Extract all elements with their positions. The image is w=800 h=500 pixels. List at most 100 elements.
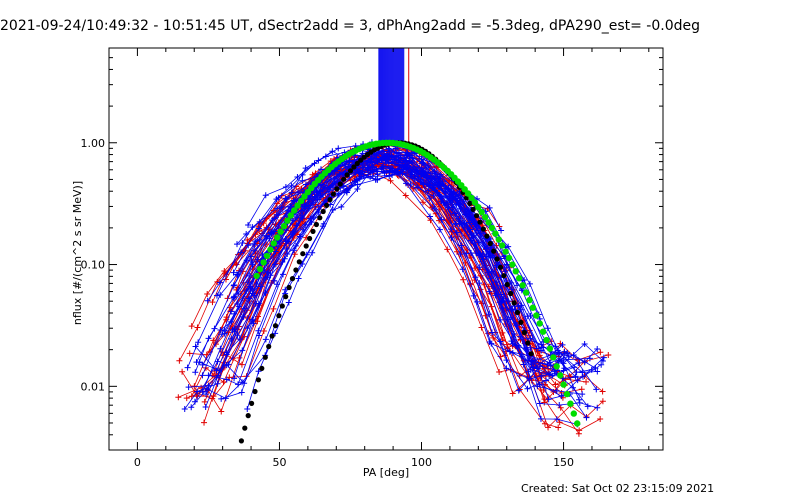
blue-curve-point: [229, 327, 236, 334]
blue-curve-point: [479, 252, 486, 259]
blue-curve-point: [437, 193, 444, 200]
fit-point: [320, 208, 326, 215]
blue-curve-point: [249, 261, 256, 268]
blue-curve-point: [579, 391, 586, 398]
fit-point: [267, 246, 274, 253]
fit-point: [557, 372, 564, 379]
blue-curve-point: [295, 275, 302, 282]
fit-point: [563, 390, 571, 398]
fit-point: [475, 204, 482, 211]
red-curve-point: [471, 277, 478, 284]
blue-curve-point: [430, 192, 437, 199]
blue-curve-point: [243, 257, 250, 264]
fit-point: [260, 259, 267, 266]
blue-curve-point: [509, 340, 516, 347]
fit-point: [514, 309, 521, 316]
blue-curve-point: [457, 250, 464, 257]
fit-point: [263, 252, 271, 260]
blue-curve-point: [470, 292, 477, 299]
fit-point: [303, 243, 309, 249]
blue-curve-point: [487, 275, 494, 282]
blue-curve-point: [431, 205, 438, 212]
fit-point: [468, 194, 475, 202]
red-curve-point: [597, 415, 604, 422]
blue-curve-point: [594, 346, 601, 353]
blue-curve-point: [556, 402, 563, 409]
blue-curve-point: [299, 171, 306, 178]
fit-point: [467, 200, 473, 207]
blue-curve-point: [274, 281, 281, 288]
blue-curve-point: [253, 281, 260, 288]
red-curve-point: [221, 268, 228, 275]
fit-point: [553, 363, 560, 370]
blue-curve-point: [243, 287, 250, 294]
blue-curve-point: [426, 195, 433, 202]
red-curve-point: [503, 341, 510, 348]
blue-curve-point: [217, 279, 224, 286]
blue-curve-point: [537, 415, 544, 422]
fit-point: [300, 251, 306, 257]
fit-point: [470, 206, 476, 212]
red-curve-point: [201, 419, 208, 426]
blue-curve-point: [234, 271, 241, 278]
blue-curve-point: [329, 182, 336, 189]
blue-curve-point: [504, 297, 511, 304]
blue-curve-point: [432, 181, 439, 188]
blue-curve-point: [545, 371, 552, 378]
blue-curve-point: [302, 165, 309, 172]
fit-point: [497, 264, 504, 270]
blue-curve-point: [552, 343, 559, 350]
blue-curve-point: [194, 388, 201, 395]
fit-point: [283, 294, 289, 300]
fit-point: [296, 259, 302, 265]
blue-curve-point: [351, 157, 358, 164]
blue-curve-point: [420, 170, 427, 177]
fit-point: [351, 164, 357, 170]
fit-point: [269, 333, 275, 339]
red-curve-point: [420, 199, 427, 206]
fit-point: [518, 319, 524, 325]
blue-curve-point: [262, 336, 269, 343]
fit-point: [249, 400, 255, 406]
red-curve-point: [254, 318, 261, 325]
blue-curve-point: [527, 335, 534, 342]
blue-curve-point: [398, 162, 405, 169]
fit-point: [293, 267, 299, 273]
blue-curve-point: [448, 226, 455, 233]
blue-curve-point: [191, 398, 198, 405]
fit-point: [533, 312, 540, 319]
red-curve-point: [188, 323, 195, 330]
red-curve-point: [204, 291, 211, 298]
fit-point: [324, 202, 330, 208]
plot-area: [175, 48, 612, 444]
blue-curve-point: [536, 400, 543, 407]
fit-point: [505, 254, 513, 262]
blue-curve-point: [199, 361, 206, 368]
blue-curve-point: [403, 180, 410, 187]
red-curve-point: [186, 350, 193, 357]
blue-curve-point: [217, 345, 224, 352]
blue-curve-point: [302, 221, 309, 228]
blue-curve-point: [285, 299, 292, 306]
red-curve-point: [500, 337, 507, 344]
blue-curve-point: [468, 237, 475, 244]
red-curve-point: [218, 408, 225, 415]
fit-point: [294, 202, 301, 209]
blue-curve-point: [515, 303, 522, 310]
blue-curve-point: [213, 367, 220, 374]
blue-curve-point: [294, 173, 301, 180]
blue-curve-point: [509, 306, 516, 313]
red-curve-point: [194, 324, 201, 331]
fit-point: [528, 351, 534, 357]
blue-curve-point: [588, 366, 595, 373]
blue-curve-point: [309, 199, 316, 206]
blue-curve-point: [326, 176, 333, 183]
blue-curve-point: [245, 279, 252, 286]
red-curve-point: [270, 305, 277, 312]
blue-curve-point: [283, 246, 290, 253]
blue-curve-point: [408, 169, 415, 176]
blue-curve-point: [600, 354, 607, 361]
blue-curve-point: [309, 249, 316, 256]
blue-curve-point: [305, 202, 312, 209]
blue-curve-point: [476, 264, 483, 271]
